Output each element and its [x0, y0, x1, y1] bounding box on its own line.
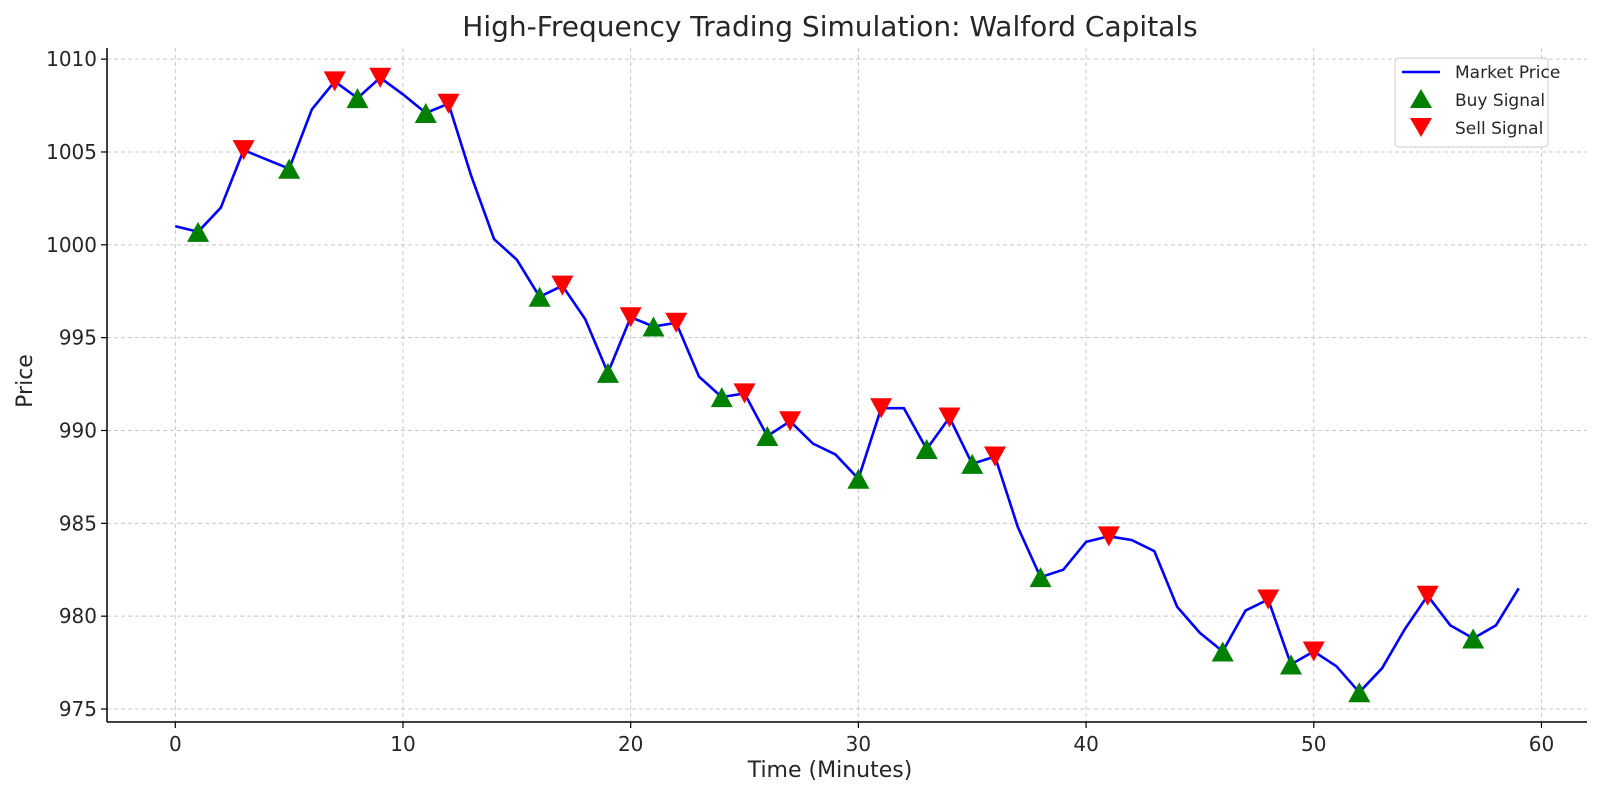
y-tick-label: 1010 [46, 47, 97, 71]
grid-lines [107, 48, 1587, 722]
sell-signal-marker [1097, 526, 1120, 547]
legend-sell-triangle-icon [1410, 118, 1432, 137]
buy-signal-marker [1211, 641, 1234, 662]
sell-signal-marker [665, 312, 688, 333]
sell-signal-marker [1302, 641, 1325, 662]
y-tick-label: 985 [59, 511, 97, 535]
tick-marks: 0 10 20 30 40 50 60 975 980 985 990 995 1000 1005 1010 [46, 47, 1554, 756]
y-tick-label: 980 [59, 604, 97, 628]
chart-title: High-Frequency Trading Simulation: Walfo… [462, 10, 1197, 43]
sell-signal-marker [779, 411, 802, 432]
y-tick-label: 1000 [46, 233, 97, 257]
buy-signal-marker [528, 286, 551, 307]
buy-signal-marker [915, 439, 938, 460]
buy-signal-marker [1348, 682, 1371, 703]
y-tick-label: 975 [59, 697, 97, 721]
x-tick-label: 60 [1529, 732, 1554, 756]
legend: Market Price Buy Signal Sell Signal [1394, 57, 1560, 148]
x-tick-label: 20 [618, 732, 643, 756]
sell-signal-marker [733, 383, 756, 404]
sell-signal-marker [1416, 585, 1439, 606]
buy-signal-marker [346, 88, 369, 109]
buy-signal-marker [187, 221, 210, 242]
sell-signal-marker [323, 71, 346, 92]
buy-signal-marker [710, 387, 733, 408]
sell-signal-marker [619, 307, 642, 328]
x-tick-label: 50 [1301, 732, 1326, 756]
legend-box [1394, 57, 1549, 148]
buy-signal-marker [642, 316, 665, 337]
y-tick-label: 1005 [46, 140, 97, 164]
buy-signal-marker [847, 468, 870, 489]
sell-signal-marker [984, 446, 1006, 467]
x-tick-label: 10 [390, 732, 415, 756]
x-tick-label: 0 [169, 732, 182, 756]
sell-signal-marker [232, 140, 255, 161]
sell-signal-marker [870, 398, 893, 419]
legend-label-market-price: Market Price [1455, 63, 1560, 83]
sell-signal-marker [369, 67, 392, 88]
sell-signal-marker [938, 407, 961, 428]
buy-signal-marker [961, 453, 984, 474]
x-axis-label: Time (Minutes) [747, 758, 913, 783]
market-price-line [174, 76, 1520, 694]
buy-signal-marker [756, 426, 779, 447]
buy-signal-marker [1029, 567, 1052, 588]
sell-signal-marker [437, 93, 460, 114]
y-axis-label: Price [13, 354, 38, 408]
sell-signal-marker [1257, 589, 1280, 610]
axes [106, 48, 1587, 723]
buy-signal-marker [1462, 628, 1485, 649]
buy-signal-marker [278, 158, 301, 179]
legend-label-sell-signal: Sell Signal [1455, 119, 1543, 139]
y-tick-label: 990 [59, 418, 97, 442]
legend-label-buy-signal: Buy Signal [1455, 91, 1545, 111]
y-tick-label: 995 [59, 326, 97, 350]
x-tick-label: 40 [1073, 732, 1098, 756]
plot-area [174, 67, 1520, 703]
buy-signal-marker [1280, 654, 1302, 675]
x-tick-label: 30 [846, 732, 871, 756]
buy-signal-marker [414, 102, 437, 123]
legend-buy-triangle-icon [1410, 89, 1432, 108]
buy-signal-marker [596, 362, 619, 383]
sell-signal-marker [551, 275, 574, 296]
